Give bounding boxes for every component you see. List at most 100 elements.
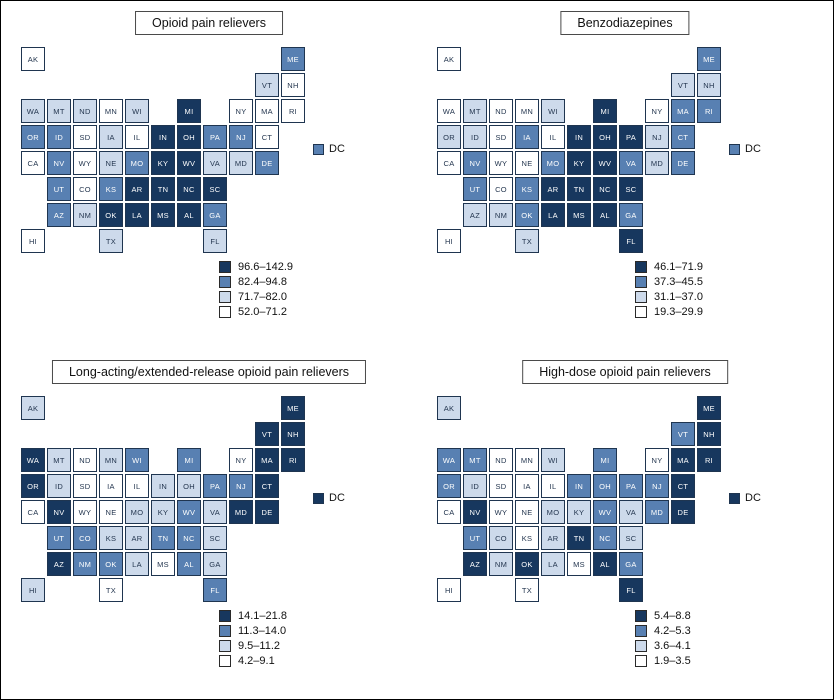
- state-tile-ny: NY: [229, 448, 253, 472]
- dc-swatch: [729, 492, 740, 504]
- legend-swatch: [219, 306, 231, 318]
- state-tile-nc: NC: [177, 177, 201, 201]
- state-tile-va: VA: [203, 151, 227, 175]
- legend-label: 9.5–11.2: [238, 640, 281, 652]
- legend-label: 31.1–37.0: [654, 291, 703, 303]
- state-tile-ia: IA: [515, 474, 539, 498]
- legend-row: 5.4–8.8: [635, 610, 691, 622]
- state-tile-az: AZ: [47, 552, 71, 576]
- state-tile-mi: MI: [593, 99, 617, 123]
- state-tile-me: ME: [281, 396, 305, 420]
- state-tile-nv: NV: [47, 500, 71, 524]
- legend-swatch: [635, 625, 647, 637]
- state-tile-nd: ND: [73, 448, 97, 472]
- state-tile-wa: WA: [437, 99, 461, 123]
- state-tile-ca: CA: [21, 151, 45, 175]
- state-tile-pa: PA: [619, 125, 643, 149]
- state-tile-nj: NJ: [229, 125, 253, 149]
- state-tile-il: IL: [541, 125, 565, 149]
- state-tile-va: VA: [619, 151, 643, 175]
- state-tile-nh: NH: [697, 73, 721, 97]
- state-tile-ny: NY: [645, 99, 669, 123]
- state-tile-ks: KS: [99, 526, 123, 550]
- state-tile-nm: NM: [73, 552, 97, 576]
- dc-marker: DC: [313, 143, 345, 155]
- state-tile-in: IN: [151, 474, 175, 498]
- state-tile-mt: MT: [47, 99, 71, 123]
- legend-row: 4.2–9.1: [219, 655, 287, 667]
- state-tile-ut: UT: [47, 526, 71, 550]
- state-tile-wv: WV: [593, 500, 617, 524]
- panel-opioid-pain-relievers: Opioid pain relievers AK ME VT NH WA MT ND MN WI…: [1, 1, 417, 350]
- state-tile-mt: MT: [463, 99, 487, 123]
- state-tile-ri: RI: [697, 99, 721, 123]
- state-tile-ct: CT: [255, 474, 279, 498]
- state-tile-ok: OK: [515, 552, 539, 576]
- state-tile-hi: HI: [21, 229, 45, 253]
- state-tile-co: CO: [73, 526, 97, 550]
- legend-row: 3.6–4.1: [635, 640, 691, 652]
- state-tile-oh: OH: [593, 474, 617, 498]
- dc-swatch: [729, 143, 740, 155]
- state-tile-id: ID: [47, 474, 71, 498]
- state-tile-wi: WI: [125, 448, 149, 472]
- state-tile-pa: PA: [203, 474, 227, 498]
- state-tile-vt: VT: [671, 422, 695, 446]
- legend-label: 14.1–21.8: [238, 610, 287, 622]
- state-tile-il: IL: [125, 125, 149, 149]
- state-tile-tx: TX: [99, 578, 123, 602]
- state-tile-sc: SC: [203, 526, 227, 550]
- state-tile-mt: MT: [47, 448, 71, 472]
- state-tile-ia: IA: [515, 125, 539, 149]
- state-tile-or: OR: [21, 125, 45, 149]
- state-tile-wi: WI: [541, 99, 565, 123]
- state-tile-ma: MA: [255, 448, 279, 472]
- state-tile-sd: SD: [489, 125, 513, 149]
- state-tile-il: IL: [541, 474, 565, 498]
- legend-label: 5.4–8.8: [654, 610, 691, 622]
- state-tile-vt: VT: [671, 73, 695, 97]
- state-tile-al: AL: [593, 203, 617, 227]
- state-tile-nv: NV: [463, 151, 487, 175]
- state-tile-or: OR: [437, 474, 461, 498]
- state-tile-wv: WV: [177, 151, 201, 175]
- legend-row: 4.2–5.3: [635, 625, 691, 637]
- state-tile-ca: CA: [21, 500, 45, 524]
- state-tile-hi: HI: [437, 229, 461, 253]
- state-tile-tn: TN: [151, 177, 175, 201]
- legend-label: 82.4–94.8: [238, 276, 287, 288]
- legend-label: 11.3–14.0: [238, 625, 287, 637]
- state-tile-al: AL: [177, 203, 201, 227]
- state-tile-in: IN: [567, 474, 591, 498]
- state-tile-la: LA: [125, 552, 149, 576]
- state-tile-md: MD: [645, 151, 669, 175]
- state-tile-tn: TN: [567, 177, 591, 201]
- state-tile-ky: KY: [151, 151, 175, 175]
- state-tile-fl: FL: [619, 229, 643, 253]
- state-tile-ak: AK: [21, 396, 45, 420]
- state-tile-nm: NM: [489, 552, 513, 576]
- legend-swatch: [219, 610, 231, 622]
- state-tile-mn: MN: [515, 448, 539, 472]
- state-tile-ct: CT: [255, 125, 279, 149]
- state-tile-pa: PA: [619, 474, 643, 498]
- state-tile-ak: AK: [437, 47, 461, 71]
- state-tile-ky: KY: [567, 151, 591, 175]
- state-tile-la: LA: [541, 203, 565, 227]
- state-tile-ma: MA: [671, 99, 695, 123]
- legend-swatch: [635, 655, 647, 667]
- state-tile-ok: OK: [515, 203, 539, 227]
- state-tile-mi: MI: [177, 99, 201, 123]
- state-tile-in: IN: [151, 125, 175, 149]
- state-tile-ar: AR: [541, 177, 565, 201]
- state-tile-fl: FL: [619, 578, 643, 602]
- map-legend: 14.1–21.8 11.3–14.0 9.5–11.2 4.2–9.1: [219, 610, 287, 670]
- state-tile-sd: SD: [73, 125, 97, 149]
- legend-swatch: [219, 291, 231, 303]
- legend-label: 52.0–71.2: [238, 306, 287, 318]
- state-tile-oh: OH: [177, 474, 201, 498]
- map-legend: 96.6–142.9 82.4–94.8 71.7–82.0 52.0–71.2: [219, 261, 293, 321]
- state-tile-wi: WI: [125, 99, 149, 123]
- state-tile-mo: MO: [541, 500, 565, 524]
